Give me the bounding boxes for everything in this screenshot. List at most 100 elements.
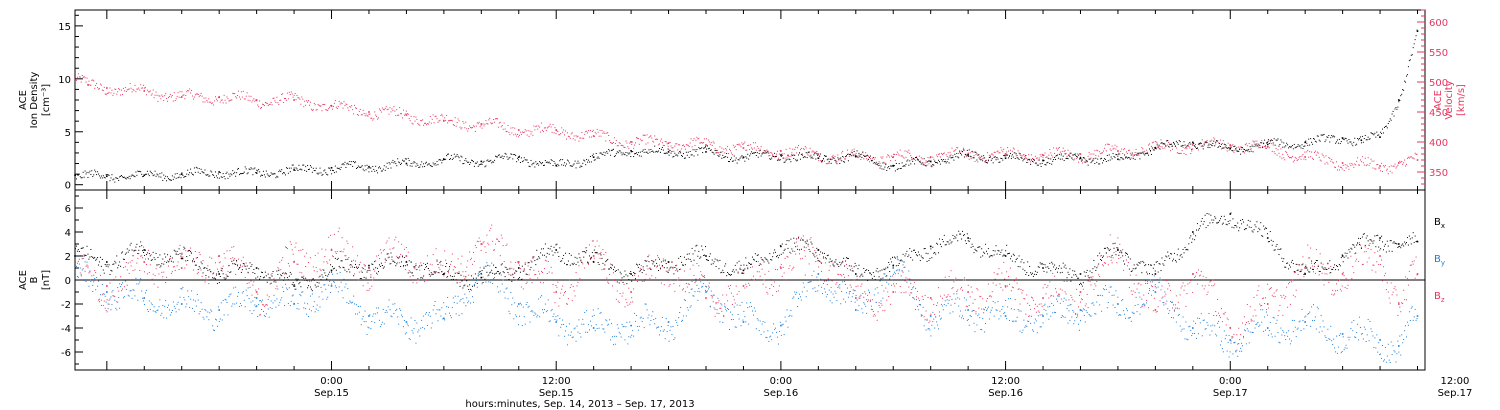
data-point-by: [368, 315, 370, 317]
trace-dot-bz: [692, 264, 694, 266]
trace-dot-density: [1098, 163, 1100, 165]
trace-dot-bz: [1016, 282, 1018, 284]
trace-dot-by: [538, 298, 540, 300]
trace-dot-bz: [237, 264, 239, 266]
trace-dot-bz: [1172, 307, 1174, 309]
trace-dot-velocity: [954, 150, 956, 152]
trace-dot-by: [142, 297, 144, 299]
trace-dot-velocity: [891, 155, 893, 157]
trace-dot-bz: [498, 241, 500, 243]
trace-dot-velocity: [1028, 154, 1030, 156]
trace-dot-density: [195, 166, 197, 168]
trace-dot-by: [413, 328, 415, 330]
trace-dot-velocity: [343, 101, 345, 103]
trace-dot-velocity: [452, 124, 454, 126]
trace-dot-velocity: [250, 95, 252, 97]
trace-dot-velocity: [1087, 155, 1089, 157]
data-point-bz: [892, 291, 895, 293]
trace-dot-bz: [495, 238, 497, 240]
trace-dot-velocity: [364, 115, 366, 117]
trace-dot-density: [174, 173, 176, 175]
trace-dot-bz: [577, 281, 579, 283]
trace-dot-velocity: [728, 148, 730, 150]
trace-dot-bz: [477, 241, 479, 243]
trace-dot-bz: [206, 279, 208, 281]
trace-dot-by: [278, 304, 280, 306]
trace-dot-density: [1321, 134, 1323, 136]
trace-dot-by: [624, 339, 626, 341]
trace-dot-bz: [697, 290, 699, 292]
trace-dot-bz: [134, 269, 136, 271]
trace-dot-bz: [985, 306, 987, 308]
trace-dot-bz: [827, 278, 829, 280]
trace-dot-velocity: [157, 100, 159, 102]
trace-dot-bz: [316, 271, 318, 273]
trace-dot-velocity: [225, 102, 227, 104]
trace-dot-bz: [256, 305, 258, 307]
trace-dot-velocity: [704, 138, 706, 140]
trace-dot-bz: [1117, 237, 1119, 239]
trace-dot-velocity: [356, 113, 358, 115]
trace-dot-density: [955, 156, 957, 158]
trace-dot-bz: [331, 248, 333, 250]
trace-dot-density: [301, 169, 303, 171]
trace-dot-velocity: [1062, 147, 1064, 149]
trace-dot-velocity: [105, 94, 107, 96]
trace-dot-density: [1342, 138, 1344, 140]
trace-dot-bz: [717, 302, 719, 304]
trace-dot-density: [1097, 158, 1099, 160]
trace-dot-bz: [983, 312, 985, 314]
trace-dot-density: [701, 147, 703, 149]
trace-dot-density: [907, 159, 909, 161]
trace-dot-bz: [413, 267, 415, 269]
trace-dot-bz: [265, 304, 267, 306]
trace-dot-density: [1007, 154, 1009, 156]
trace-dot-bz: [1372, 264, 1374, 266]
trace-dot-by: [647, 317, 649, 319]
trace-dot-bz: [917, 297, 919, 299]
data-point-velocity: [892, 156, 895, 158]
trace-dot-density: [160, 176, 162, 178]
trace-dot-bz: [377, 273, 379, 275]
trace-dot-by: [493, 278, 495, 280]
data-point-density: [967, 154, 969, 156]
trace-dot-by: [649, 324, 651, 326]
trace-dot-density: [513, 154, 515, 156]
trace-dot-velocity: [315, 109, 317, 111]
trace-dot-by: [205, 310, 207, 312]
trace-dot-bz: [192, 269, 194, 271]
trace-dot-bz: [1198, 275, 1200, 277]
trace-dot-by: [377, 312, 379, 314]
trace-dot-bz: [152, 273, 154, 275]
trace-dot-density: [995, 159, 997, 161]
trace-dot-by: [471, 289, 473, 291]
trace-dot-bz: [263, 305, 265, 307]
trace-dot-density: [1131, 152, 1133, 154]
trace-dot-velocity: [1020, 154, 1022, 156]
trace-dot-velocity: [426, 123, 428, 125]
trace-dot-bz: [708, 286, 710, 288]
trace-dot-bz: [176, 265, 178, 267]
trace-dot-bz: [469, 251, 471, 253]
trace-dot-density: [996, 157, 998, 159]
trace-dot-velocity: [1107, 143, 1109, 145]
trace-dot-velocity: [952, 155, 954, 157]
trace-dot-velocity: [917, 159, 919, 161]
trace-dot-density: [631, 151, 633, 153]
trace-dot-density: [939, 161, 941, 163]
trace-dot-bz: [179, 244, 181, 246]
trace-dot-by: [87, 267, 89, 269]
trace-dot-bz: [1416, 274, 1418, 276]
trace-dot-density: [984, 157, 986, 159]
trace-dot-velocity: [973, 155, 975, 157]
trace-dot-velocity: [215, 98, 217, 100]
data-point-by: [330, 285, 333, 287]
trace-dot-density: [490, 159, 492, 161]
trace-dot-by: [114, 299, 116, 301]
trace-dot-velocity: [163, 99, 165, 101]
trace-dot-density: [1388, 120, 1390, 122]
trace-dot-velocity: [575, 135, 577, 137]
trace-dot-bz: [993, 272, 995, 274]
trace-dot-velocity: [366, 115, 368, 117]
trace-dot-by: [585, 331, 587, 333]
